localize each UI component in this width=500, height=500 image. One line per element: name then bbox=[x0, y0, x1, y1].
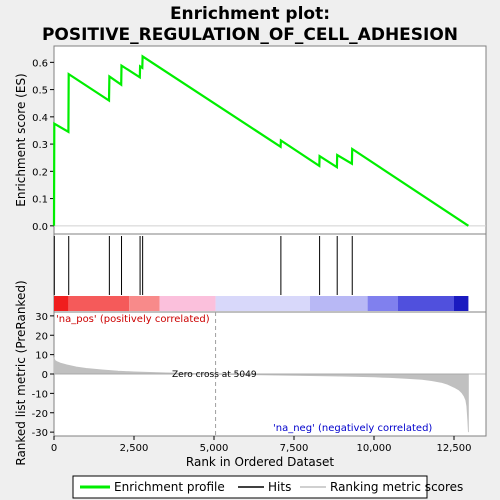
x-tick-label: 12,500 bbox=[437, 443, 472, 454]
colorbar-segment bbox=[159, 296, 216, 311]
colorbar-segment bbox=[129, 296, 160, 311]
es-y-tick-label: 0.4 bbox=[32, 113, 48, 124]
rank-colorbar bbox=[54, 296, 469, 311]
na-pos-label: 'na_pos' (positively correlated) bbox=[56, 314, 210, 325]
es-y-axis-label: Enrichment score (ES) bbox=[14, 73, 28, 206]
metric-y-tick-label: 10 bbox=[35, 351, 48, 362]
es-y-tick-label: 0.3 bbox=[32, 140, 48, 151]
legend: Enrichment profile Hits Ranking metric s… bbox=[72, 475, 463, 499]
chart-title-line-2: POSITIVE_REGULATION_OF_CELL_ADHESION bbox=[42, 25, 458, 45]
es-y-axis: 0.0 0.1 0.2 0.3 0.4 0.5 0.6 bbox=[32, 58, 54, 233]
chart-title-line-1: Enrichment plot: bbox=[170, 4, 330, 24]
colorbar-segment bbox=[398, 296, 454, 311]
ranking-metric-area bbox=[53, 312, 486, 436]
colorbar-segment bbox=[215, 296, 310, 311]
colorbar-segment bbox=[454, 296, 469, 311]
ranking-metric-series bbox=[53, 357, 469, 433]
x-tick-label: 10,000 bbox=[357, 443, 392, 454]
x-tick-label: 7,500 bbox=[280, 443, 309, 454]
es-y-tick-label: 0.1 bbox=[32, 195, 48, 206]
metric-y-tick-label: 0 bbox=[42, 370, 48, 381]
metric-y-tick-label: 30 bbox=[35, 312, 48, 323]
es-y-tick-label: 0.5 bbox=[32, 86, 48, 97]
legend-label-ranking-metric: Ranking metric scores bbox=[330, 480, 463, 494]
colorbar-segment bbox=[310, 296, 368, 311]
es-y-tick-label: 0.2 bbox=[32, 167, 48, 178]
x-tick-label: 0 bbox=[51, 443, 57, 454]
hit-markers bbox=[53, 236, 353, 295]
es-y-tick-label: 0.6 bbox=[32, 58, 48, 69]
colorbar-segment bbox=[54, 296, 69, 311]
x-axis: 0 2,500 5,000 7,500 10,000 12,500 bbox=[51, 436, 472, 454]
legend-label-hits: Hits bbox=[268, 480, 291, 494]
metric-y-tick-label: 20 bbox=[35, 331, 48, 342]
metric-y-tick-label: -20 bbox=[32, 409, 48, 420]
x-tick-label: 5,000 bbox=[200, 443, 229, 454]
metric-y-tick-label: -10 bbox=[32, 389, 48, 400]
legend-label-enrichment-profile: Enrichment profile bbox=[114, 480, 225, 494]
enrichment-profile-series bbox=[52, 54, 470, 227]
na-neg-label: 'na_neg' (negatively correlated) bbox=[273, 423, 432, 434]
colorbar-segment bbox=[68, 296, 130, 311]
x-tick-label: 2,500 bbox=[120, 443, 149, 454]
x-axis-label: Rank in Ordered Dataset bbox=[186, 455, 334, 469]
enrichment-profile-line bbox=[52, 54, 470, 227]
metric-y-tick-label: -30 bbox=[32, 428, 48, 439]
zero-cross-label: Zero cross at 5049 bbox=[172, 370, 257, 380]
metric-y-axis: -30 -20 -10 0 10 20 30 bbox=[32, 312, 54, 439]
es-y-tick-label: 0.0 bbox=[32, 222, 48, 233]
metric-y-axis-label: Ranked list metric (PreRanked) bbox=[14, 280, 28, 465]
colorbar-segment bbox=[367, 296, 398, 311]
